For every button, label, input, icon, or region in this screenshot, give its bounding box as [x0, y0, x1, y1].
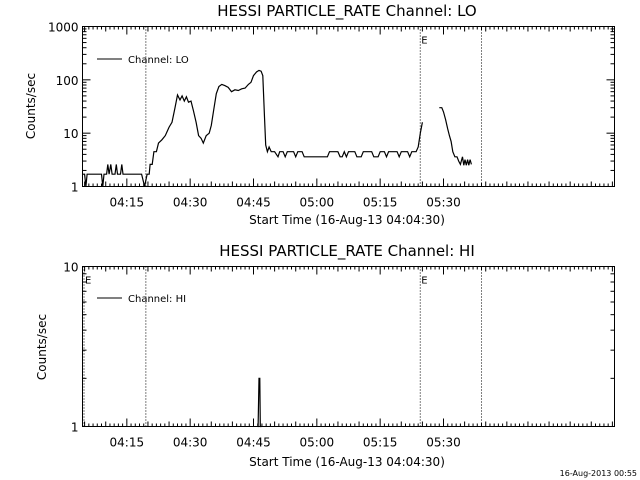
series-line-lo-1: [82, 69, 423, 187]
x-tick-label-hi: 04:30: [173, 436, 208, 450]
chart-panel-lo: HESSI PARTICLE_RATE Channel: LO 1 10 100 10…: [24, 2, 615, 227]
event-marker-label-hi: E: [421, 276, 427, 287]
x-tick-label-hi: 04:45: [236, 436, 271, 450]
x-axis-label-lo: Start Time (16-Aug-13 04:04:30): [249, 213, 445, 227]
event-marker-label-hi: E: [85, 276, 91, 287]
generated-timestamp: 16-Aug-2013 00:55: [560, 469, 637, 478]
x-tick-label-hi: 05:00: [300, 436, 335, 450]
plot-area-lo: 1 10 100 1000 04:15 04:30 04:45 05:00 05:15 05:30…: [48, 21, 615, 210]
series-line-hi-1: [257, 377, 262, 428]
series-line-lo-2: [439, 107, 472, 167]
plot-frame-lo: [82, 26, 615, 187]
chart-title-lo: HESSI PARTICLE_RATE Channel: LO: [217, 2, 476, 21]
x-tick-label-lo: 04:45: [236, 196, 271, 210]
y-tick-label-lo: 1000: [48, 21, 79, 35]
chart-title-hi: HESSI PARTICLE_RATE Channel: HI: [219, 242, 475, 261]
chart-panel-hi: HESSI PARTICLE_RATE Channel: HI 1 10 04:15…: [35, 242, 615, 469]
x-tick-label-hi: 05:15: [363, 436, 398, 450]
y-axis-label-lo: Counts/sec: [24, 73, 38, 139]
x-tick-label-lo: 05:30: [426, 196, 461, 210]
y-tick-label-lo: 10: [63, 127, 78, 141]
event-marker-label-lo: E: [421, 36, 427, 47]
x-tick-label-lo: 05:00: [300, 196, 335, 210]
x-tick-label-hi: 04:15: [110, 436, 145, 450]
legend-label-lo: Channel: LO: [128, 55, 189, 66]
y-axis-label-hi: Counts/sec: [35, 314, 49, 380]
x-axis-label-hi: Start Time (16-Aug-13 04:04:30): [249, 455, 445, 469]
x-tick-label-hi: 05:30: [426, 436, 461, 450]
x-tick-label-lo: 05:15: [363, 196, 398, 210]
x-tick-label-lo: 04:15: [110, 196, 145, 210]
legend-label-hi: Channel: HI: [128, 294, 186, 305]
plot-frame-hi: [82, 266, 615, 427]
y-tick-label-hi: 10: [63, 261, 78, 275]
x-tick-label-lo: 04:30: [173, 196, 208, 210]
y-tick-label-lo: 1: [71, 181, 79, 195]
legend-hi: Channel: HI: [97, 294, 186, 305]
y-tick-label-hi: 1: [71, 421, 79, 435]
y-tick-label-lo: 100: [56, 74, 79, 88]
plot-area-hi: 1 10 04:15 04:30 04:45 05:00 05:15 05:30 E E: [63, 261, 615, 450]
legend-lo: Channel: LO: [97, 55, 189, 66]
